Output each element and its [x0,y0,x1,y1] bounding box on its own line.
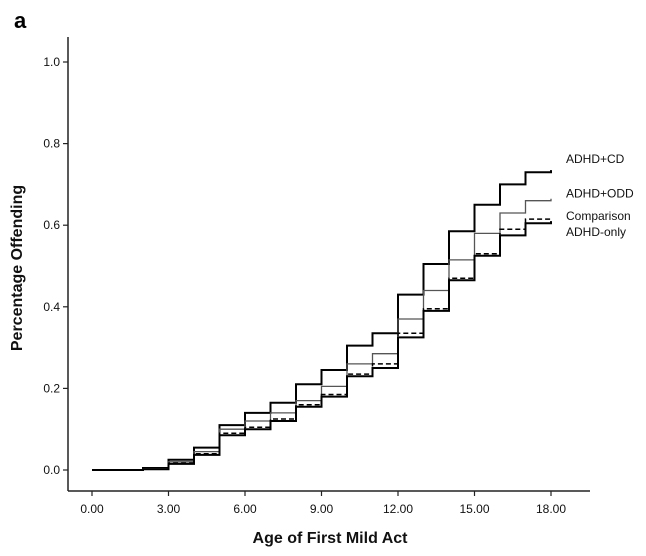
series-line-adhd-only [92,221,552,471]
y-tick-label: 0.0 [43,463,60,477]
y-axis-title: Percentage Offending [9,185,26,351]
x-axis-title: Age of First Mild Act [253,530,409,547]
x-tick-label: 12.00 [383,502,413,516]
y-tick-label: 0.2 [43,381,60,395]
series-lines [92,170,552,471]
x-tick-label: 3.00 [157,502,181,516]
y-axis-ticks: 0.0 0.2 0.4 0.6 0.8 1.0 [43,55,68,477]
x-tick-label: 18.00 [536,502,566,516]
series-line-adhd-cd [92,170,552,471]
series-line-adhd-odd [92,198,552,471]
y-tick-label: 0.8 [43,137,60,151]
x-tick-label: 0.00 [80,502,104,516]
legend: ADHD+CD ADHD+ODD Comparison ADHD-only [566,152,634,239]
x-tick-label: 6.00 [233,502,257,516]
legend-label-adhd-only: ADHD-only [566,225,626,239]
x-tick-label: 15.00 [459,502,489,516]
x-axis-ticks: 0.00 3.00 6.00 9.00 12.00 15.00 18.00 [80,491,566,516]
y-tick-label: 0.4 [43,300,60,314]
plot-area: 0.0 0.2 0.4 0.6 0.8 1.0 0.00 3.00 6.00 9.00 12.00… [43,37,634,516]
y-tick-label: 0.6 [43,218,60,232]
y-tick-label: 1.0 [43,55,60,69]
legend-label-comparison: Comparison [566,209,631,223]
panel-label: a [14,8,27,33]
x-tick-label: 9.00 [310,502,334,516]
legend-label-adhd-cd: ADHD+CD [566,152,625,166]
legend-label-adhd-odd: ADHD+ODD [566,187,634,201]
